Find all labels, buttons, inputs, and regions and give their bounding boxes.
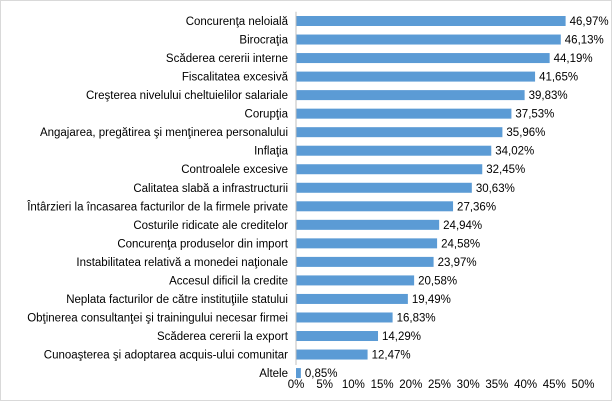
x-tick-label: 45%	[543, 379, 566, 391]
value-label: 46,97%	[570, 16, 609, 28]
bar	[296, 331, 379, 342]
value-label: 0,85%	[305, 368, 338, 380]
value-label: 24,94%	[443, 220, 482, 232]
bar	[296, 349, 368, 360]
bar	[296, 71, 536, 82]
value-label: 20,58%	[418, 275, 457, 287]
value-label: 35,96%	[506, 127, 545, 139]
value-labels: 46,97% 46,13% 44,19% 41,65% 39,83% 37,53% 35,9…	[305, 16, 609, 380]
value-label: 37,53%	[515, 109, 554, 121]
category-label: Neplata facturilor de către instituţiile…	[66, 294, 288, 306]
category-label: Accesul dificil la credite	[169, 275, 288, 287]
bar	[296, 256, 434, 267]
category-label: Costurile ridicate ale creditelor	[133, 220, 288, 232]
category-label: Controalele excesive	[181, 164, 288, 176]
bars-layer	[296, 16, 566, 379]
x-tick-label: 15%	[371, 379, 394, 391]
bar	[296, 127, 503, 138]
bar	[296, 108, 512, 119]
category-label: Birocraţia	[239, 35, 288, 47]
x-tick-label: 0%	[288, 379, 305, 391]
category-label: Altele	[259, 368, 288, 380]
value-label: 27,36%	[457, 201, 496, 213]
value-label: 16,83%	[397, 312, 436, 324]
bar	[296, 34, 561, 45]
category-label: Scăderea cererii la export	[157, 331, 289, 343]
bar	[296, 368, 301, 379]
value-label: 12,47%	[372, 350, 411, 362]
category-label: Concurenţa neloială	[186, 16, 289, 28]
category-labels: Concurenţa neloială Birocraţia Scăderea ce…	[26, 16, 289, 380]
x-tick-label: 5%	[316, 379, 333, 391]
category-label: Fiscalitatea excesivă	[182, 72, 289, 84]
category-label: Scăderea cererii interne	[166, 53, 288, 65]
value-label: 23,97%	[438, 257, 477, 269]
x-axis: 0% 5% 10% 15% 20% 25% 30% 35% 40% 45% 50%	[288, 11, 595, 391]
bar	[296, 182, 472, 193]
bar	[296, 90, 525, 101]
value-label: 30,63%	[476, 183, 515, 195]
value-label: 46,13%	[565, 35, 604, 47]
x-tick-label: 50%	[571, 379, 594, 391]
bar	[296, 53, 550, 64]
bar	[296, 219, 440, 230]
category-label: Obţinerea consultanţei şi trainingului n…	[27, 312, 288, 324]
value-label: 19,49%	[412, 294, 451, 306]
category-label: Întârzieri la încasarea facturilor de la…	[26, 200, 288, 213]
value-label: 32,45%	[486, 164, 525, 176]
value-label: 24,58%	[441, 238, 480, 250]
bar	[296, 16, 566, 26]
category-label: Cunoaşterea şi adoptarea acquis-ului com…	[44, 350, 288, 362]
bar	[296, 238, 438, 249]
category-label: Instabilitatea relativă a monedei naţion…	[76, 257, 288, 269]
category-label: Concurenţa produselor din import	[117, 238, 288, 250]
value-label: 34,02%	[495, 146, 534, 158]
bar	[296, 145, 492, 156]
category-label: Calitatea slabă a infrastructurii	[133, 183, 288, 195]
x-tick-label: 25%	[428, 379, 451, 391]
category-label: Creşterea nivelului cheltuielilor salari…	[86, 90, 288, 102]
value-label: 44,19%	[554, 53, 593, 65]
bar	[296, 293, 408, 304]
x-tick-label: 10%	[342, 379, 365, 391]
x-tick-label: 35%	[485, 379, 508, 391]
x-tick-label: 30%	[457, 379, 480, 391]
x-tick-label: 20%	[399, 379, 422, 391]
bar	[296, 312, 393, 323]
value-label: 14,29%	[382, 331, 421, 343]
x-tick-label: 40%	[514, 379, 537, 391]
bar	[296, 275, 415, 286]
value-label: 39,83%	[529, 90, 568, 102]
category-label: Angajarea, pregătirea şi menţinerea pers…	[40, 127, 288, 139]
category-label: Corupţia	[245, 109, 289, 121]
bar	[296, 164, 483, 175]
bar	[296, 201, 454, 212]
value-label: 41,65%	[539, 72, 578, 84]
category-label: Inflaţia	[254, 146, 288, 158]
